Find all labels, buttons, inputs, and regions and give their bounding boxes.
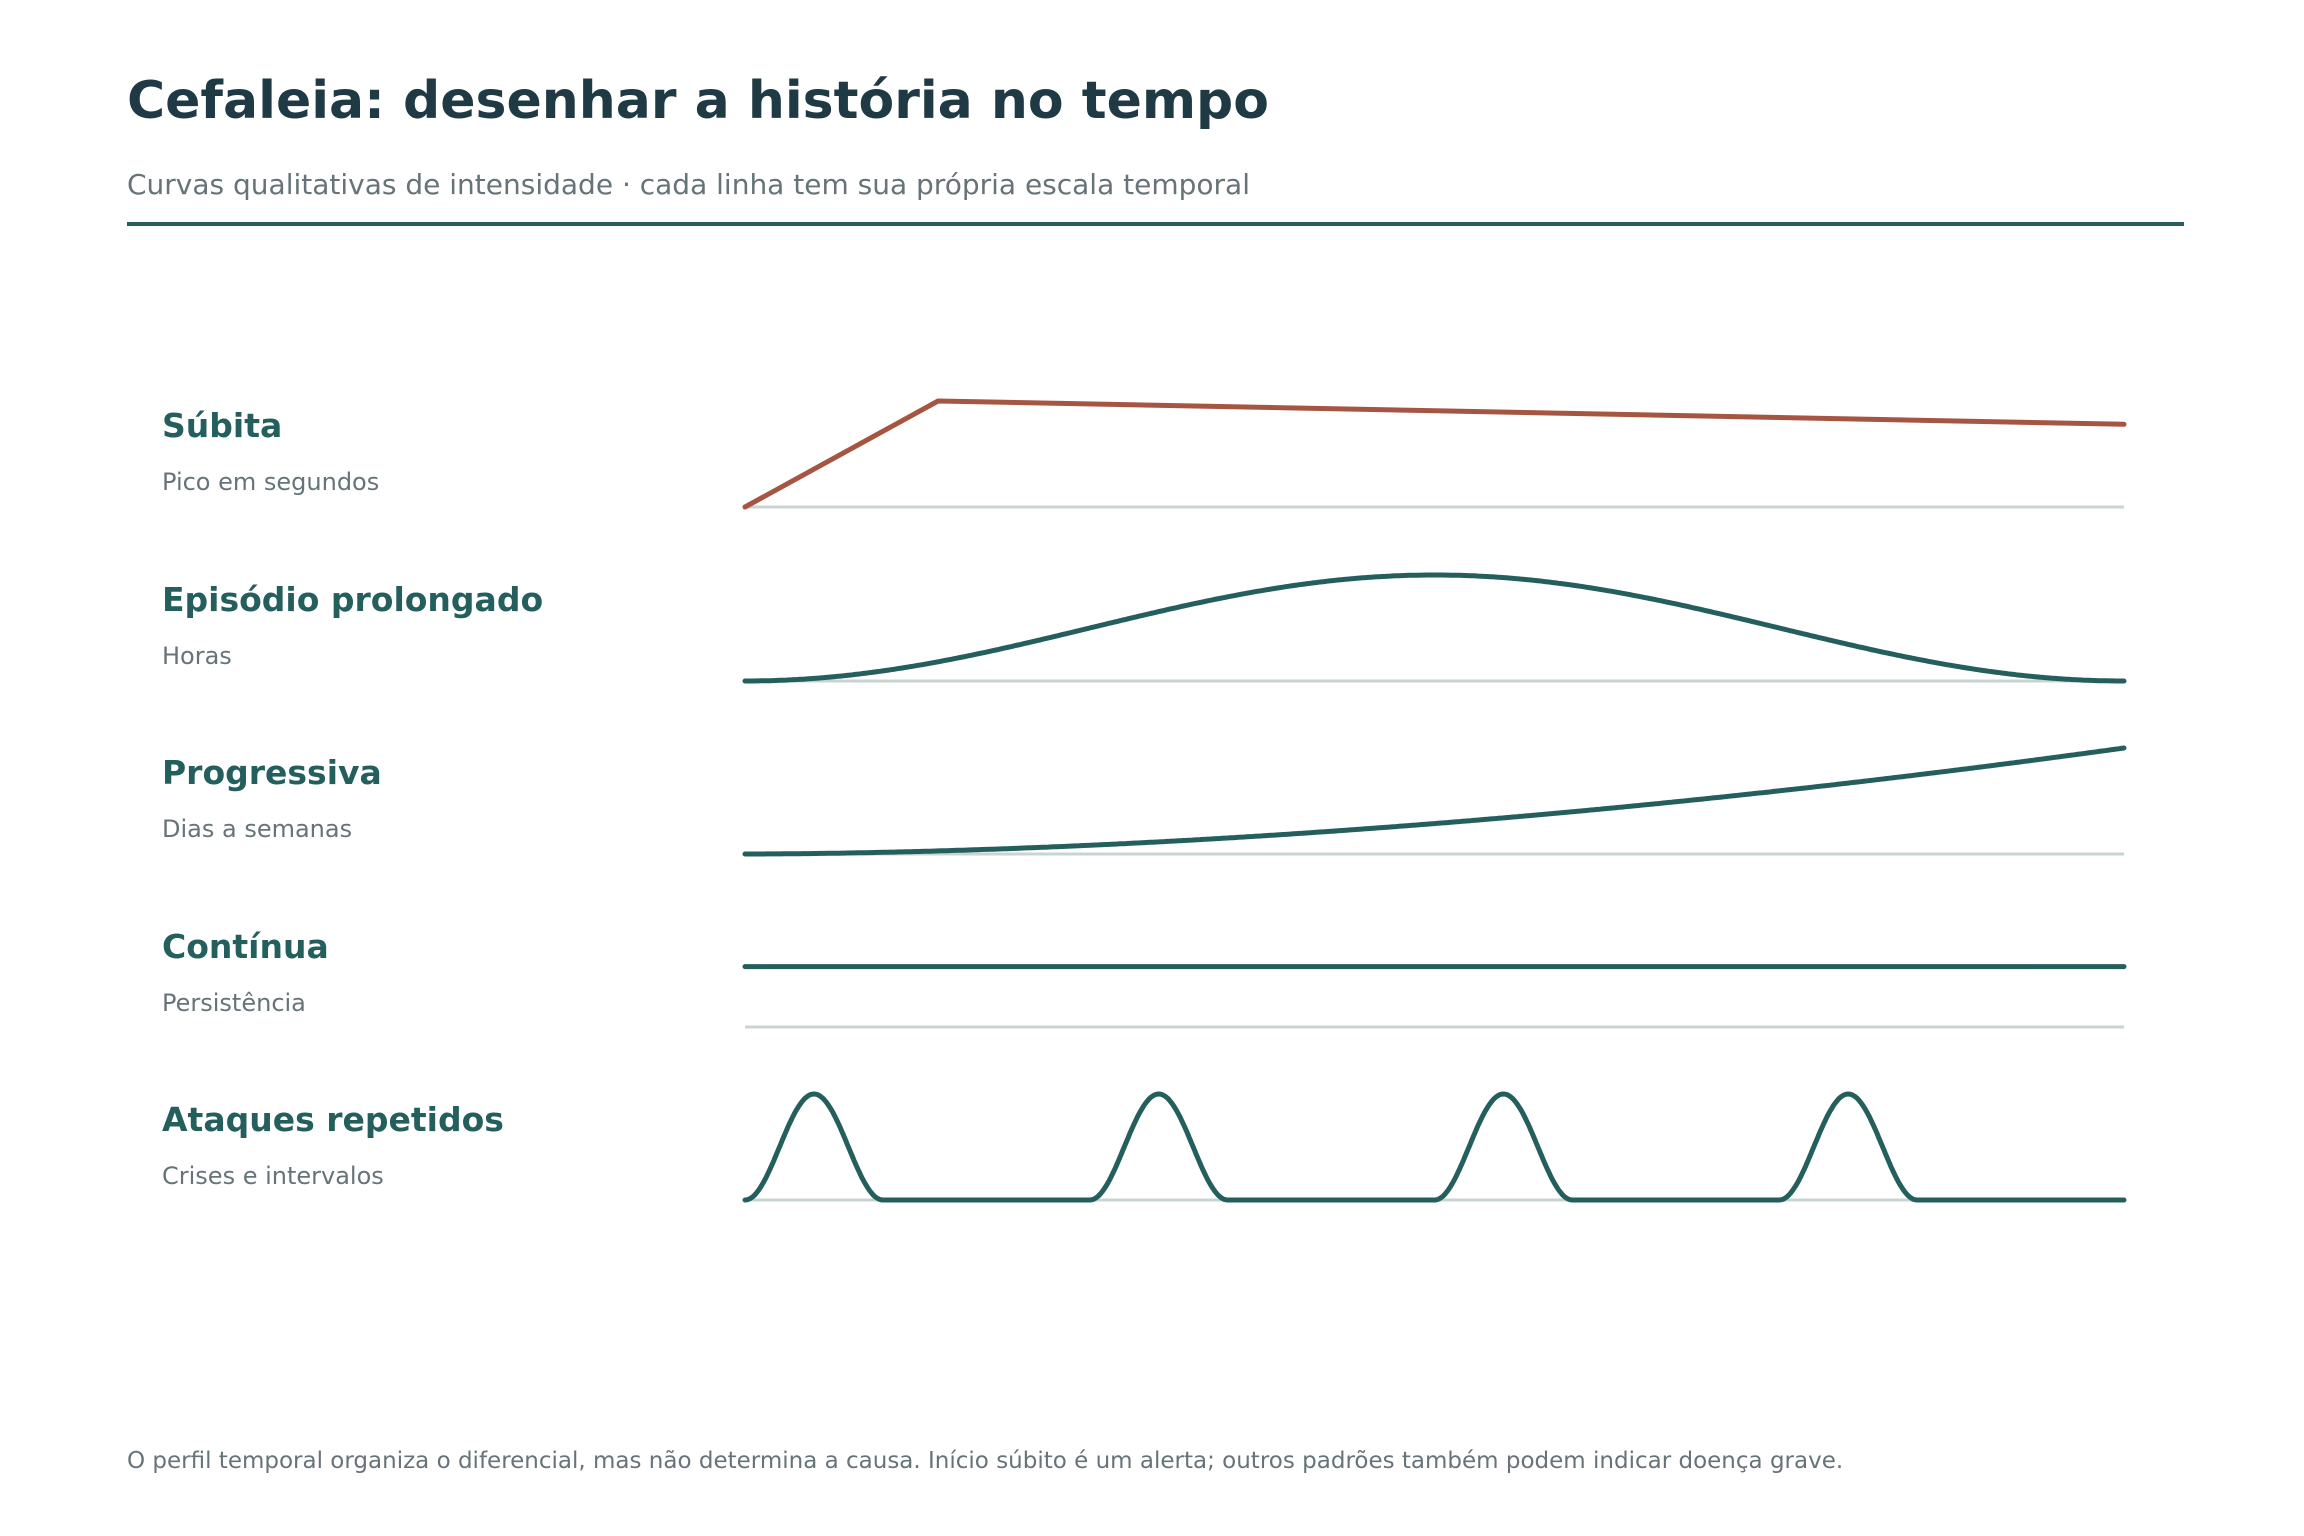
row-title: Episódio prolongado bbox=[162, 580, 544, 619]
curve-ataques-repetidos bbox=[742, 1091, 2127, 1203]
row-label-continua: Contínua Persistência bbox=[162, 927, 329, 1017]
curve-episodio-prolongado bbox=[742, 572, 2127, 684]
curve-subita bbox=[742, 398, 2127, 510]
row-description: Horas bbox=[162, 641, 232, 670]
row-label-ataques-repetidos: Ataques repetidos Crises e intervalos bbox=[162, 1100, 504, 1190]
row-label-episodio-prolongado: Episódio prolongado Horas bbox=[162, 580, 543, 670]
row-title: Súbita bbox=[162, 406, 283, 445]
page-title: Cefaleia: desenhar a história no tempo bbox=[127, 71, 1269, 131]
row-label-progressiva: Progressiva Dias a semanas bbox=[162, 753, 382, 843]
curve-progressiva bbox=[742, 745, 2127, 857]
row-title: Progressiva bbox=[162, 753, 382, 792]
row-description: Dias a semanas bbox=[162, 814, 353, 843]
row-description: Persistência bbox=[162, 988, 306, 1017]
row-title: Ataques repetidos bbox=[162, 1100, 504, 1139]
row-title: Contínua bbox=[162, 927, 329, 966]
page-subtitle: Curvas qualitativas de intensidade · cad… bbox=[127, 168, 1250, 201]
row-description: Pico em segundos bbox=[162, 467, 380, 496]
row-label-subita: Súbita Pico em segundos bbox=[162, 406, 379, 496]
row-description: Crises e intervalos bbox=[162, 1161, 384, 1190]
footnote: O perfil temporal organiza o diferencial… bbox=[127, 1448, 1844, 1474]
header-divider bbox=[127, 222, 2184, 226]
